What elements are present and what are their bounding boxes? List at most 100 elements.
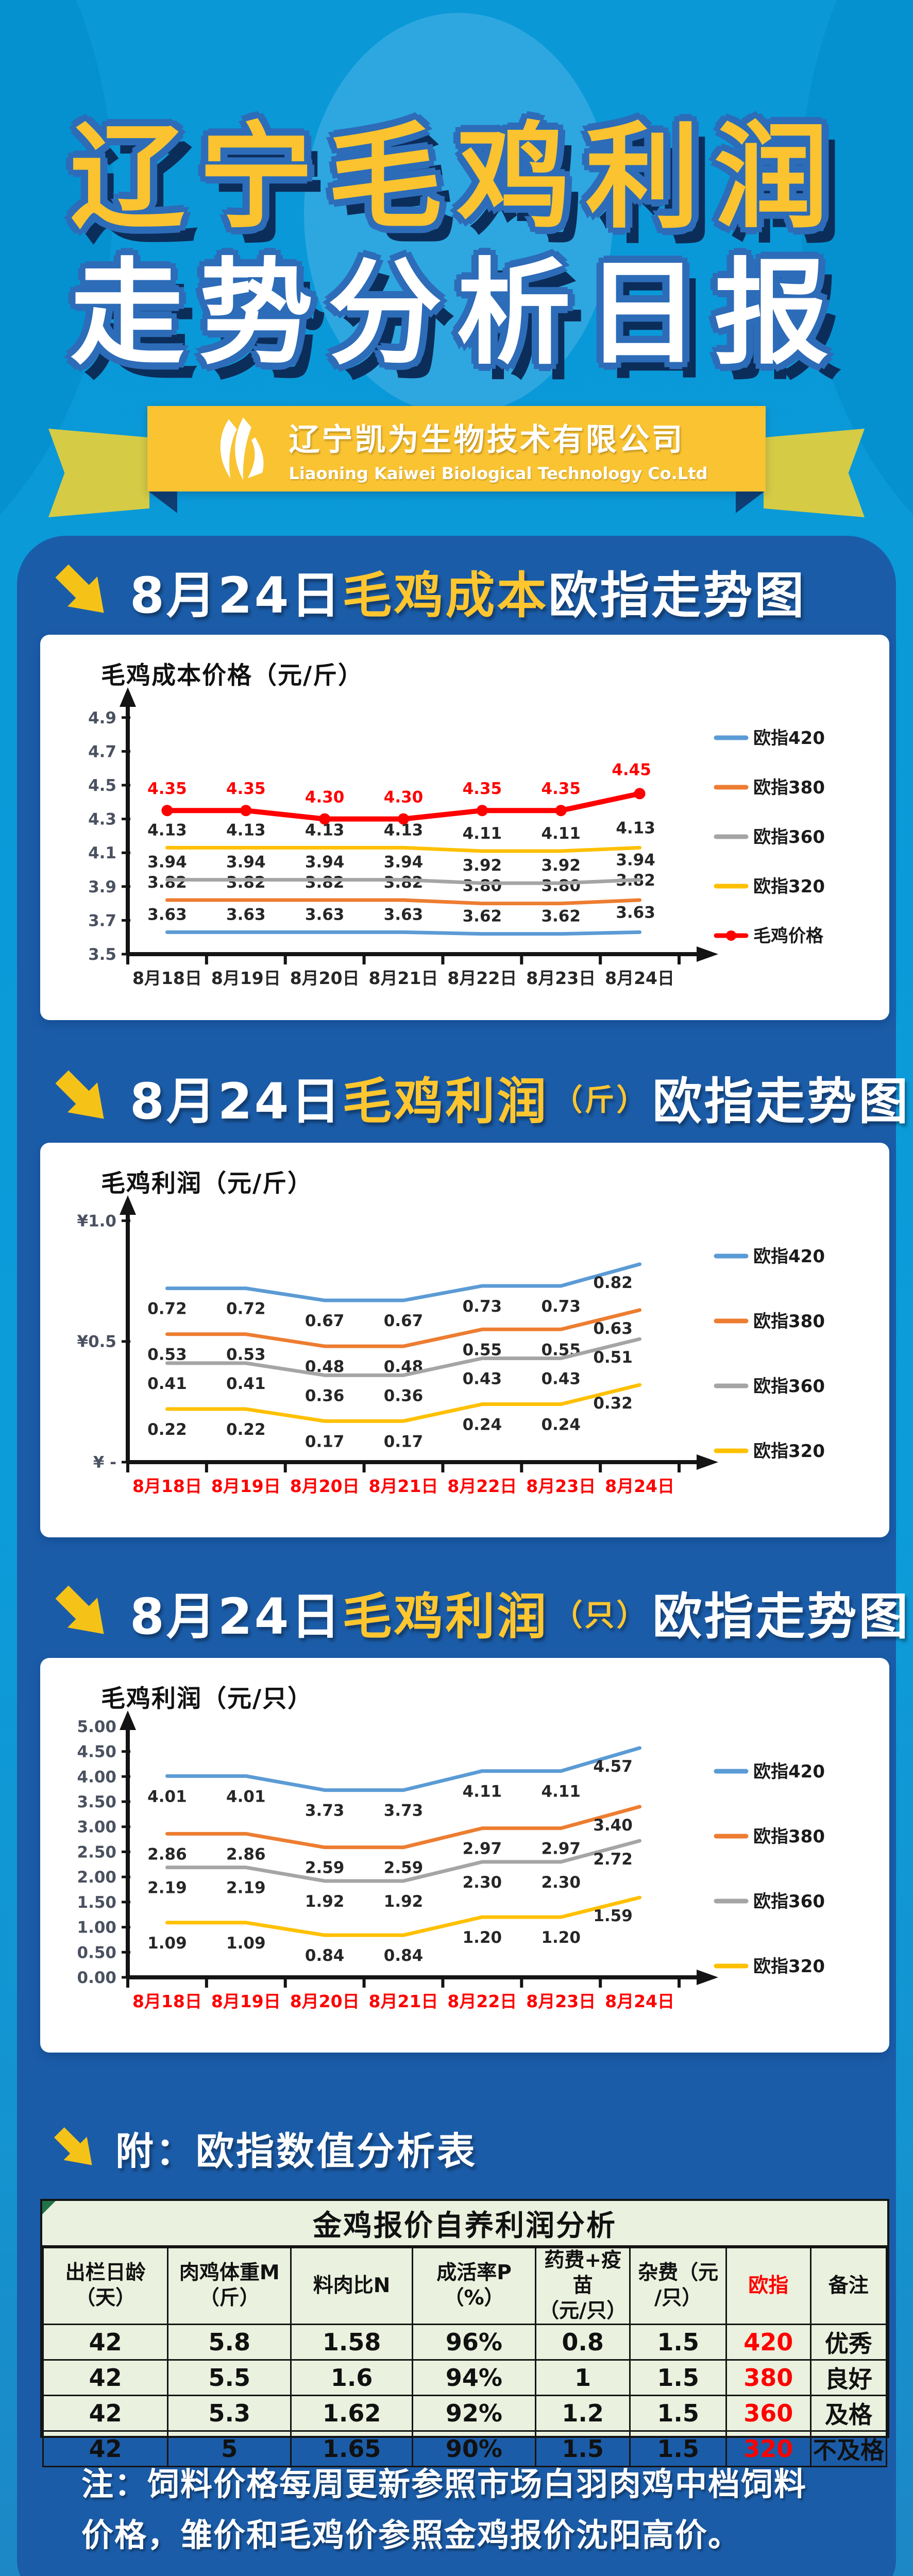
table-row: 42 5.8 1.58 96% 0.8 1.5 420 优秀 [42,2324,888,2361]
data-label: 4.01 [147,1787,187,1806]
series-marker [161,805,173,817]
section-title-cost: 8月24日 毛鸡成本 欧指走势图 [130,555,806,627]
data-label: 0.24 [463,1416,502,1434]
table-cell: 1.5 [629,2430,727,2468]
data-label: 3.63 [616,903,655,922]
data-label: 1.20 [541,1928,581,1947]
y-tick-label: ¥0.5 [77,1333,117,1351]
series-line-欧指360 [165,1839,642,1883]
series-marker [476,805,488,817]
data-label: 0.84 [305,1946,345,1965]
x-date-label: 8月18日 [132,968,202,988]
y-tick-label: 4.5 [88,776,116,795]
data-label: 3.73 [384,1802,424,1820]
data-label: 3.82 [147,873,187,892]
data-label: 2.59 [384,1859,424,1877]
series-line-欧指320 [165,1383,642,1423]
legend-label: 欧指320 [753,1956,825,1977]
data-label: 0.36 [384,1386,424,1405]
x-date-label: 8月23日 [526,968,596,988]
data-label: 4.35 [541,779,581,798]
data-label: 4.30 [305,788,345,807]
data-label: 3.82 [305,873,345,892]
analysis-table-card: 金鸡报价自养利润分析 出栏日龄 （天） 肉鸡体重M （斤） 料肉比N 成活率P （%）… [40,2199,889,2468]
table-cell: 1.5 [629,2359,727,2397]
data-label: 0.55 [463,1341,502,1359]
section-head-table: 附：欧指数值分析表 [49,2121,477,2176]
series-line-欧指380 [165,898,642,906]
company-name-en: Liaoning Kaiwei Biological Technology Co… [289,463,708,483]
table-row: 42 5.3 1.62 92% 1.2 1.5 360 及格 [42,2395,888,2432]
data-label: 0.17 [384,1432,424,1451]
data-label: 0.41 [226,1375,266,1393]
y-tick-label: 5.00 [77,1718,117,1736]
legend-label: 欧指420 [753,728,825,749]
series-marker [240,805,252,817]
table-cell: 5 [167,2430,292,2468]
data-label: 2.30 [463,1873,502,1892]
data-label: 3.94 [384,853,424,872]
ribbon-tail-left [48,429,149,517]
table-row: 42 5 1.65 90% 1.5 1.5 320 不及格 [42,2430,888,2468]
y-tick-label: 4.9 [88,709,116,727]
company-name-block: 辽宁凯为生物技术有限公司 Liaoning Kaiwei Biological … [289,415,708,483]
section-title-highlight: 毛鸡利润 [342,1073,549,1130]
data-label: 4.57 [593,1757,633,1776]
table-cell: 1.5 [629,2395,727,2432]
x-axis-arrow [697,1970,718,1985]
legend-label: 欧指360 [753,1376,825,1397]
table-cell: 5.8 [167,2324,292,2361]
table-cell: 90% [411,2430,536,2468]
x-date-label: 8月20日 [290,968,360,988]
data-label: 3.94 [226,853,266,872]
data-label: 4.13 [616,819,655,837]
series-line-欧指420 [165,930,642,936]
section-title-date: 8月24日 [130,1588,343,1646]
x-date-label: 8月23日 [526,1476,596,1496]
x-date-label: 8月24日 [605,968,674,988]
table-cell: 320 [725,2430,811,2468]
analysis-table-title: 金鸡报价自养利润分析 [42,2201,887,2247]
section-title-rest: 欧指走势图 [652,1588,910,1646]
y-tick-label: 3.50 [77,1793,117,1811]
data-label: 0.63 [593,1319,633,1338]
y-tick-label: 3.7 [88,911,116,930]
y-tick-label: 4.3 [88,810,116,829]
table-cell: 42 [42,2324,169,2361]
data-label: 2.19 [226,1879,266,1897]
x-date-label: 8月20日 [290,1476,360,1496]
data-label: 0.24 [541,1416,581,1434]
y-tick-label: ¥ - [93,1453,116,1472]
data-label: 0.82 [593,1274,633,1292]
data-label: 0.67 [384,1312,424,1330]
section-title-highlight: 毛鸡利润 [342,1588,549,1646]
table-header-row: 出栏日龄 （天） 肉鸡体重M （斤） 料肉比N 成活率P （%） 药费+疫苗 （元/只）… [42,2246,888,2326]
data-label: 3.82 [384,873,424,892]
table-cell: 1.6 [290,2359,413,2397]
data-label: 4.13 [226,821,266,839]
x-date-label: 8月19日 [211,1991,281,2011]
y-tick-label: 4.1 [88,844,116,862]
data-label: 0.53 [226,1346,266,1364]
section-title-profit-jin: 8月24日 毛鸡利润 （斤） 欧指走势图 [130,1061,910,1133]
data-label: 4.13 [147,821,187,839]
x-date-label: 8月24日 [605,1991,674,2011]
data-label: 0.43 [541,1370,581,1388]
section-arrow-icon [55,1585,104,1634]
table-cell: 0.8 [534,2324,631,2361]
series-marker [555,805,567,817]
y-axis-arrow [120,1195,136,1215]
data-label: 4.11 [541,1783,581,1801]
data-label: 0.36 [305,1386,345,1405]
y-tick-label: 0.50 [77,1943,117,1962]
profit-jin-chart-title: 毛鸡利润（元/斤） [101,1170,313,1198]
legend-label: 欧指320 [753,1441,825,1462]
data-label: 3.73 [305,1802,345,1820]
analysis-table: 出栏日龄 （天） 肉鸡体重M （斤） 料肉比N 成活率P （%） 药费+疫苗 （元/只）… [42,2246,888,2468]
data-label: 1.92 [305,1892,345,1911]
table-cell: 1.2 [534,2395,631,2432]
data-label: 3.62 [541,907,581,926]
series-line-欧指380 [165,1805,642,1850]
x-date-label: 8月24日 [605,1476,674,1496]
table-cell: 优秀 [809,2324,888,2361]
